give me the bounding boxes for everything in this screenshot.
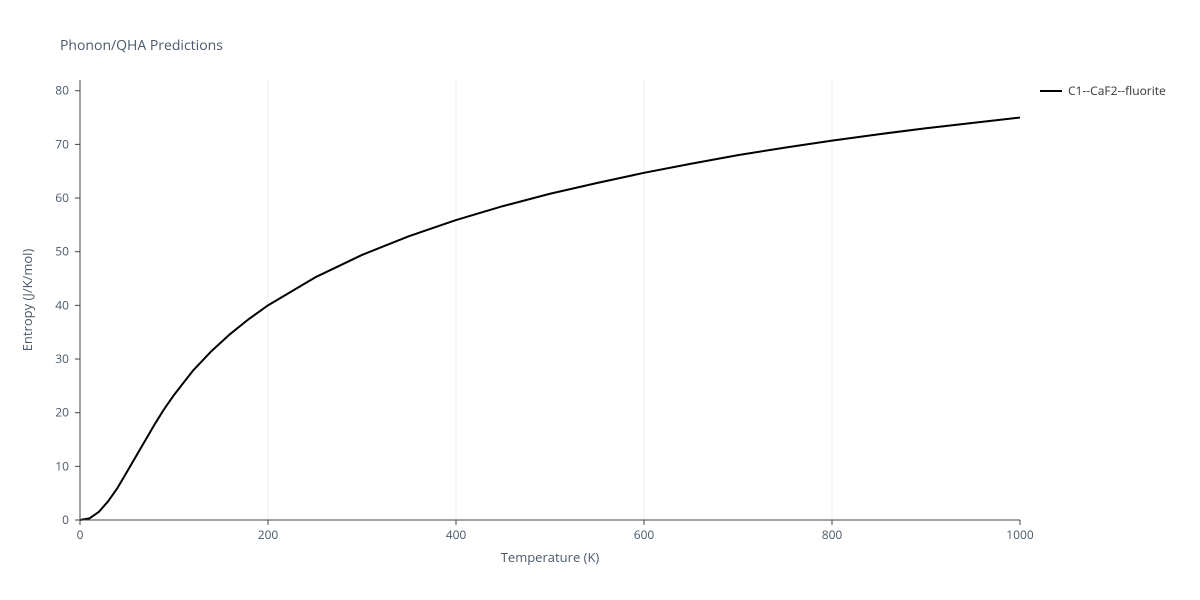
y-tick-label: 40 [55,296,69,313]
y-tick-label: 60 [55,189,69,206]
y-tick-label: 20 [55,404,69,421]
x-tick-label: 400 [446,526,467,543]
y-axis-label: Entropy (J/K/mol) [18,249,36,352]
x-tick-label: 800 [822,526,843,543]
y-tick-label: 0 [62,511,69,528]
x-tick-label: 1000 [1006,526,1034,543]
x-tick-label: 200 [258,526,279,543]
y-tick-label: 10 [55,457,69,474]
legend: C1--CaF2--fluorite [1040,82,1166,99]
y-tick-label: 30 [55,350,69,367]
x-tick-label: 600 [634,526,655,543]
line-chart: 0 200 400 600 800 1000 0 10 20 30 40 50 60 70 80 Temper… [0,0,1200,600]
legend-item: C1--CaF2--fluorite [1040,82,1166,99]
y-tick-label: 70 [55,135,69,152]
legend-swatch [1040,90,1062,92]
y-tick-label: 50 [55,243,69,260]
series-line [80,118,1020,520]
x-axis-label: Temperature (K) [501,548,600,566]
y-tick-label: 80 [55,82,69,99]
legend-label: C1--CaF2--fluorite [1068,82,1166,99]
x-tick-label: 0 [77,526,84,543]
chart-container: Phonon/QHA Predictions 02004006008001000… [0,0,1200,600]
